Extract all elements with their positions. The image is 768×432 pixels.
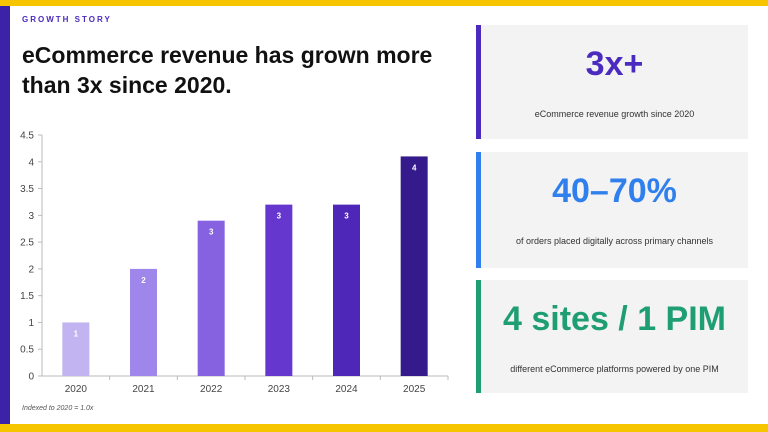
section-eyebrow: GROWTH STORY [22, 15, 112, 24]
revenue-bar-chart: 0 0.5 1 1.5 2 2.5 3 3.5 4 4.5 1 2020 2 2021 3 2022 3 2023… [20, 131, 449, 395]
stat-card-platforms: 4 sites / 1 PIM different eCommerce plat… [476, 280, 748, 393]
bar-data-label: 3 [344, 212, 349, 221]
bar-data-label: 1 [74, 329, 79, 338]
x-tick-label: 2023 [268, 384, 291, 395]
x-tick-label: 2024 [335, 384, 358, 395]
y-tick-label: 1.5 [20, 291, 34, 302]
bar-data-label: 4 [412, 163, 417, 172]
stat-value: 40–70% [552, 172, 677, 210]
chart-footnote: Indexed to 2020 = 1.0x [22, 405, 94, 412]
bar-data-label: 3 [209, 228, 214, 237]
stat-description: different eCommerce platforms powered by… [510, 364, 719, 374]
bar [62, 322, 90, 376]
card-accent-bar [476, 280, 481, 393]
x-tick-label: 2022 [200, 384, 223, 395]
card-accent-bar [476, 152, 481, 268]
y-tick-label: 4.5 [20, 131, 34, 142]
top-accent-bar [0, 0, 768, 6]
x-tick-label: 2025 [403, 384, 426, 395]
stat-value: 4 sites / 1 PIM [503, 300, 726, 338]
y-tick-label: 3.5 [20, 184, 34, 195]
y-tick-label: 2.5 [20, 238, 34, 249]
bar [400, 156, 428, 376]
page-title: eCommerce revenue has grown more than 3x… [22, 42, 433, 98]
bar-data-label: 2 [141, 276, 146, 285]
bar [197, 220, 225, 376]
stat-description: of orders placed digitally across primar… [515, 236, 714, 246]
stat-value: 3x+ [585, 45, 644, 83]
y-tick-label: 4 [28, 157, 34, 168]
left-accent-bar [0, 6, 10, 424]
card-accent-bar [476, 25, 481, 139]
y-tick-label: 1 [28, 318, 34, 329]
bottom-accent-bar [0, 424, 768, 432]
y-tick-label: 0 [28, 372, 34, 383]
stat-description: eCommerce revenue growth since 2020 [534, 109, 695, 119]
y-tick-label: 0.5 [20, 345, 34, 356]
stat-card-digital-orders: 40–70% of orders placed digitally across… [476, 152, 748, 268]
bar-data-label: 3 [277, 212, 282, 221]
bar [130, 268, 157, 376]
x-tick-label: 2021 [132, 384, 155, 395]
stat-card-growth: 3x+ eCommerce revenue growth since 2020 [476, 25, 748, 139]
x-tick-label: 2020 [65, 384, 88, 395]
bar [265, 204, 293, 376]
y-tick-label: 3 [28, 211, 34, 222]
y-tick-label: 2 [28, 264, 34, 275]
bar [333, 204, 360, 376]
